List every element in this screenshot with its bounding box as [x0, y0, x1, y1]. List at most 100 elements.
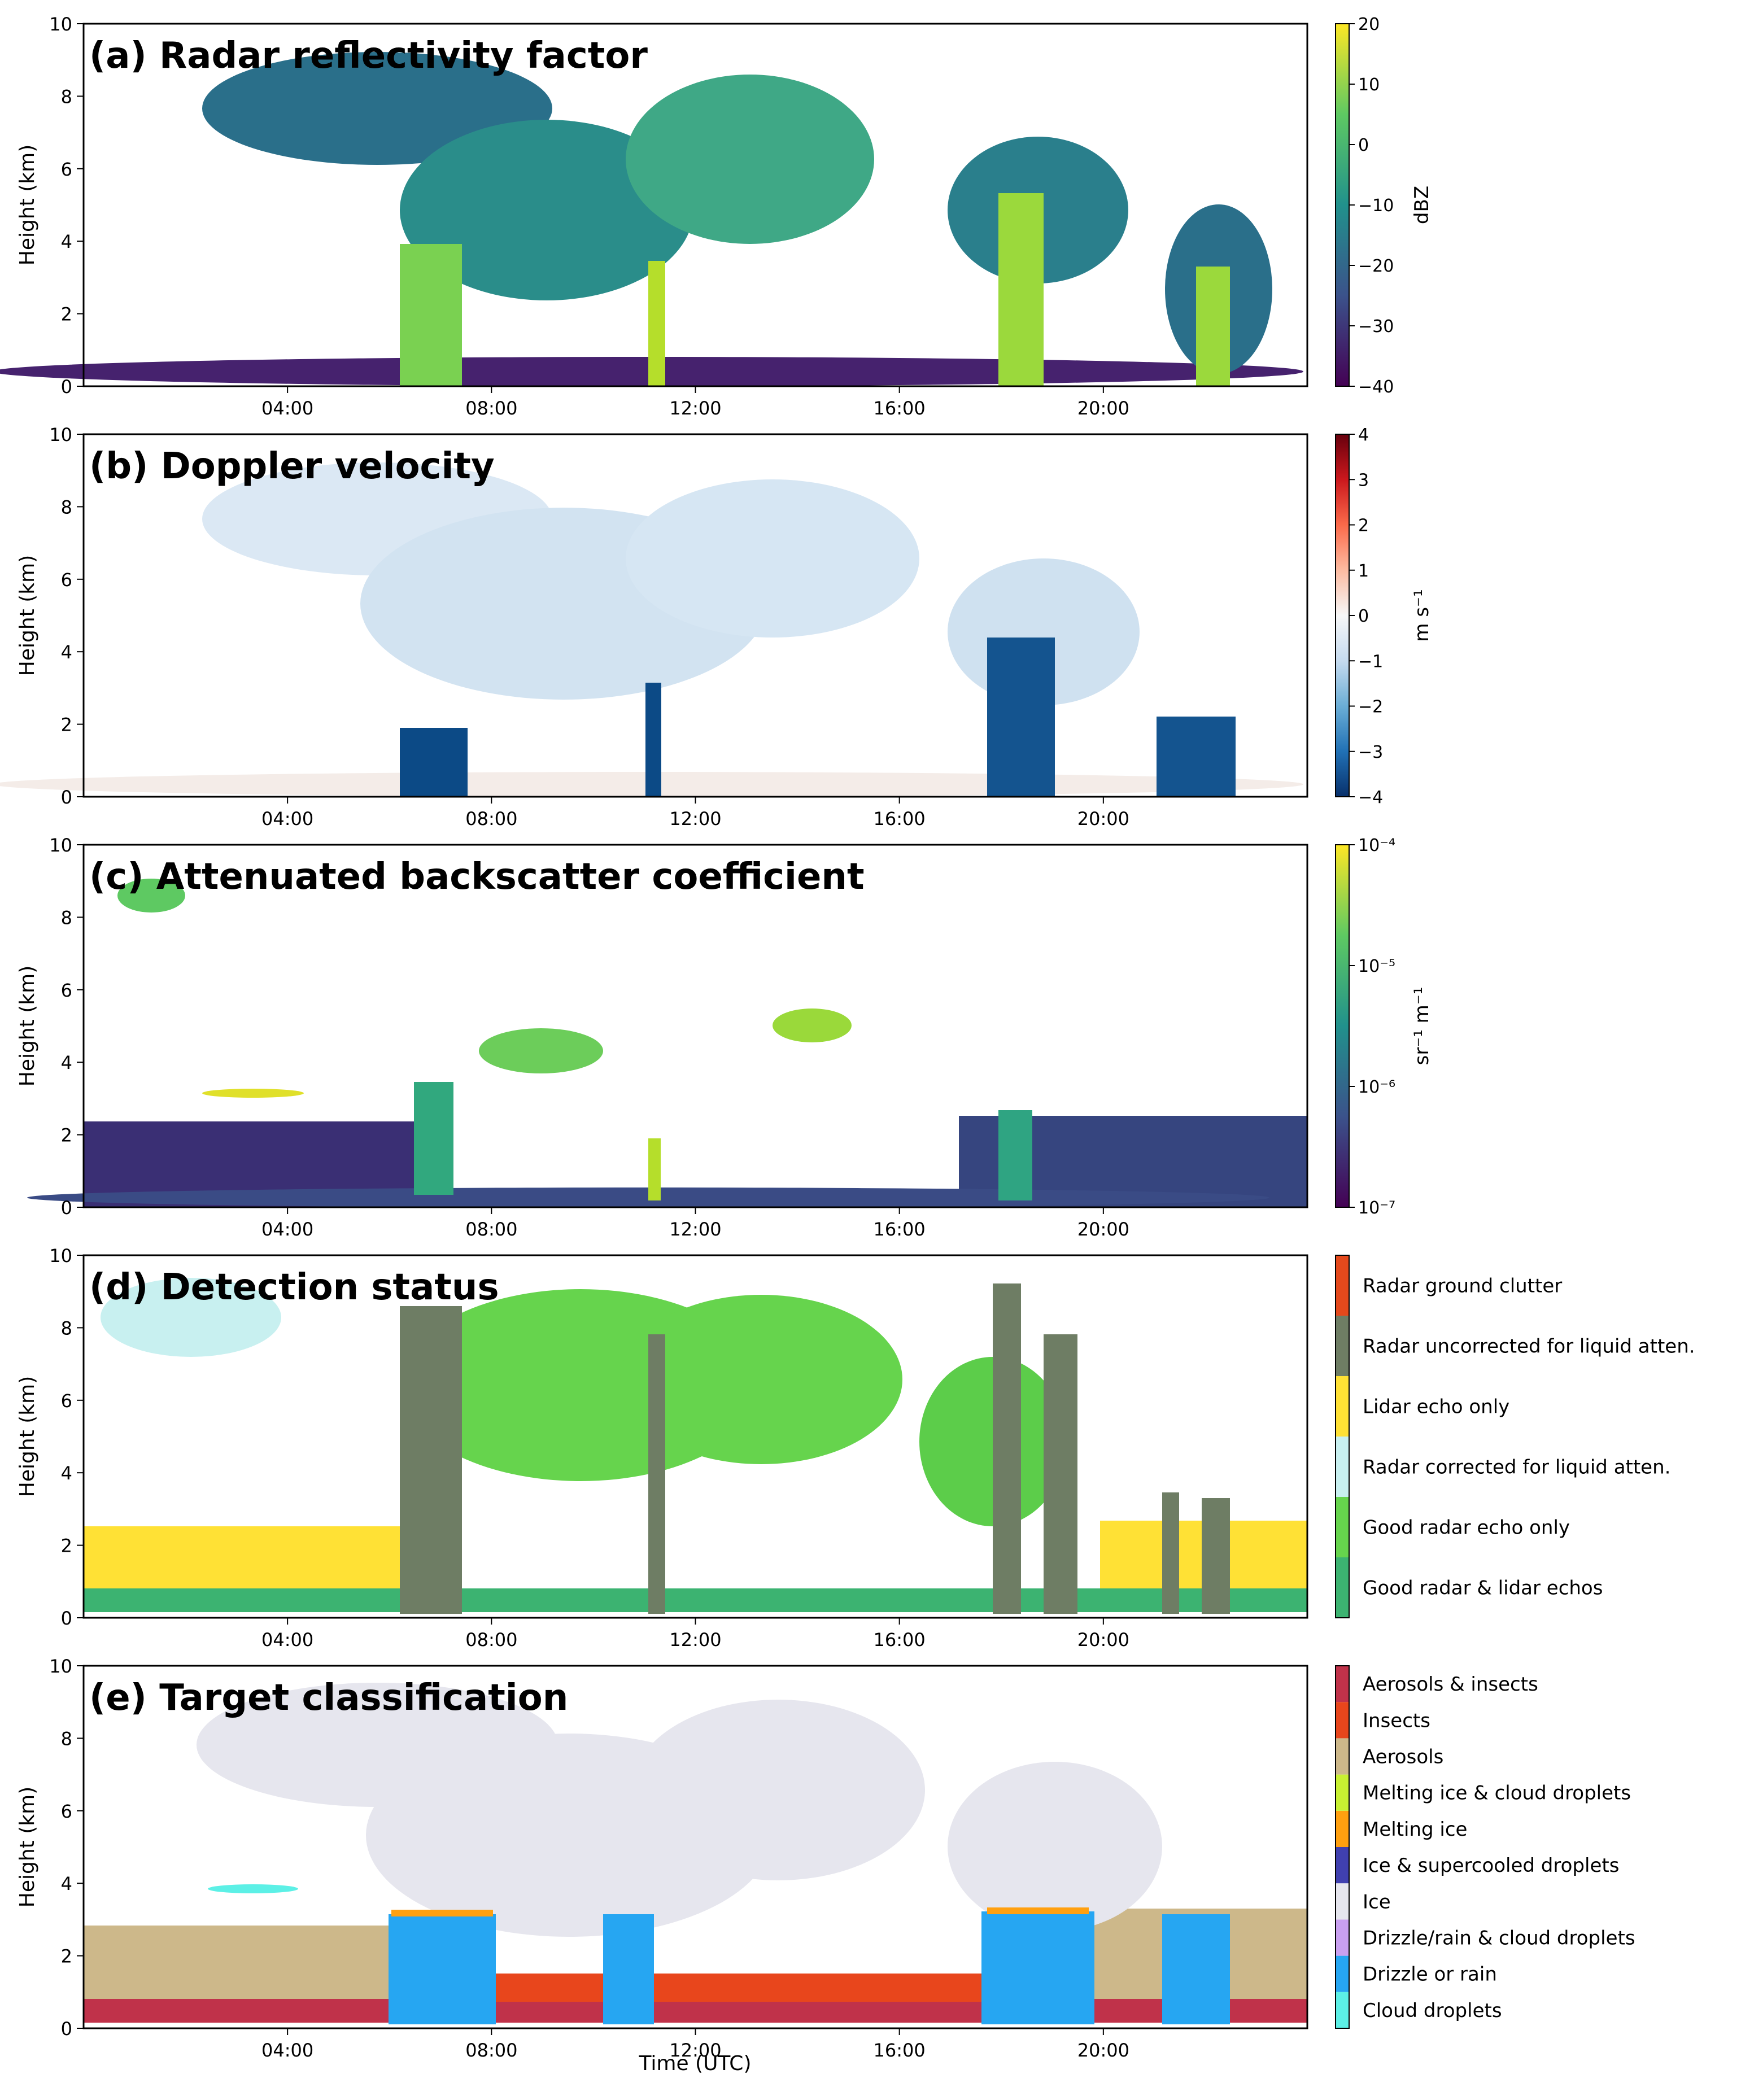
panel-e-y-tick-label: 2 [61, 1946, 72, 1967]
panel-d-y-tick-label: 4 [61, 1462, 72, 1484]
panel-e-y-tick-label: 6 [61, 1801, 72, 1822]
panel-e-insects [468, 1974, 1032, 2002]
panel-c-y-tick-label: 2 [61, 1125, 72, 1146]
panel-d-x-tick-label: 16:00 [874, 1629, 926, 1651]
panel-d-uncorrected-6 [1202, 1498, 1230, 1614]
panel-e-ice-right [948, 1762, 1162, 1931]
panel-b-colorbar-tick-label: 3 [1358, 470, 1369, 490]
panel-a-x-tick-label: 12:00 [669, 398, 721, 419]
panel-c-shaft-1 [414, 1082, 453, 1195]
panel-d-y-tick-label: 2 [61, 1535, 72, 1557]
panel-d-x-tick-label: 04:00 [261, 1629, 313, 1651]
panel-a-plot-area: 0 2 4 6 8 10 04:00 08:00 12:00 16:00 20:00 (a) Ra… [0, 14, 1308, 419]
panel-c-x-tick-label: 16:00 [874, 1219, 926, 1240]
panel-a-colorbar-tick-label: −10 [1358, 196, 1394, 216]
panel-a-colorbar-tick-label: −30 [1358, 317, 1394, 337]
panel-c-x-tick-label: 12:00 [669, 1219, 721, 1240]
panel-e-legend-swatch [1336, 1992, 1349, 2028]
panel-e-y-tick-label: 10 [49, 1656, 72, 1677]
panel-a-colorbar: −40 −30 −20 −10 0 10 20 dBZ [1335, 15, 1433, 397]
panel-b-colorbar-tick-label: −3 [1358, 743, 1383, 762]
panel-e-x-tick-label: 12:00 [669, 2040, 721, 2061]
panel-d-y-tick-label: 10 [49, 1245, 72, 1267]
panel-e-legend-label: Ice [1363, 1891, 1391, 1913]
panel-d-radar-only-center [620, 1295, 902, 1464]
panel-e-y-ticks: 0 2 4 6 8 10 [49, 1656, 84, 2040]
panel-e-legend-swatch [1336, 1919, 1349, 1956]
panel-d-uncorrected-2 [648, 1334, 665, 1614]
x-axis-label: Time (UTC) [638, 2052, 751, 2075]
panel-c-y-ticks: 0 2 4 6 8 10 [49, 835, 84, 1219]
panel-d-legend-label: Good radar & lidar echos [1363, 1577, 1603, 1600]
panel-e-legend-label: Drizzle/rain & cloud droplets [1363, 1927, 1635, 1950]
panel-c-y-tick-label: 10 [49, 835, 72, 856]
panel-e-y-tick-label: 8 [61, 1728, 72, 1749]
panel-a-cloud-center [626, 75, 874, 244]
panel-c-cloud-mid [479, 1028, 603, 1073]
panel-a-title: (a) Radar reflectivity factor [89, 35, 648, 77]
panel-e-y-tick-label: 0 [61, 2018, 72, 2040]
panel-b-x-tick-label: 04:00 [261, 808, 313, 829]
panel-d-legend-label: Radar corrected for liquid atten. [1363, 1456, 1670, 1479]
panel-e-melting-layer-2 [987, 1907, 1089, 1914]
panel-c-x-tick-label: 08:00 [465, 1219, 517, 1240]
panel-e-legend-swatch [1336, 1702, 1349, 1739]
panel-d-legend-frame [1335, 1255, 1350, 1618]
panel-a-precip-shaft-1 [400, 244, 462, 386]
panel-d-lidar-only-left [84, 1526, 422, 1600]
panel-d-y-ticks: 0 2 4 6 8 10 [49, 1245, 84, 1629]
panel-e-ice-center [631, 1700, 925, 1880]
panel-d-legend-label: Lidar echo only [1363, 1396, 1509, 1418]
panel-c-thin-layer [202, 1089, 304, 1098]
panel-b-colorbar-tick-label: 4 [1358, 425, 1369, 445]
panel-b-y-axis-label: Height (km) [16, 555, 39, 676]
panel-d-y-axis-label: Height (km) [16, 1376, 39, 1497]
panel-c-shaft-2 [648, 1138, 661, 1200]
panel-b-fall-shaft-4 [1157, 717, 1236, 797]
panel-d: 0 2 4 6 8 10 04:00 08:00 12:00 16:00 20:00 (d) De… [16, 1245, 1695, 1651]
panel-a-y-tick-label: 4 [61, 231, 72, 252]
panel-a-y-tick-label: 2 [61, 304, 72, 325]
panel-b-plot-area: 0 2 4 6 8 10 04:00 08:00 12:00 16:00 20:00 (b) Do… [0, 424, 1308, 829]
panel-c-y-tick-label: 8 [61, 907, 72, 928]
panel-c-colorbar-gradient [1335, 844, 1350, 1208]
panel-b-colorbar-tick-label: 2 [1358, 516, 1369, 536]
panel-a-precip-shaft-2 [648, 261, 665, 386]
panel-c-y-axis-label: Height (km) [16, 966, 39, 1086]
panel-e-legend-label: Insects [1363, 1709, 1430, 1732]
panel-c-colorbar-tick-label: 10⁻⁵ [1358, 957, 1395, 976]
panel-d-data-field [84, 1278, 1307, 1614]
panel-c-cloud-high [773, 1008, 852, 1042]
panel-e-x-tick-label: 20:00 [1077, 2040, 1129, 2061]
panel-c-shaft-3 [998, 1110, 1032, 1200]
panel-d-legend-label: Good radar echo only [1363, 1517, 1570, 1539]
panel-d-legend-swatch [1336, 1437, 1349, 1497]
panel-d-uncorrected-5 [1162, 1492, 1179, 1614]
panel-c-title: (c) Attenuated backscatter coefficient [89, 856, 865, 898]
panel-b-fall-shaft-3 [987, 638, 1055, 797]
panel-d-legend-swatch [1336, 1497, 1349, 1557]
panel-e-legend-label: Cloud droplets [1363, 1999, 1502, 2022]
panel-d-colorbar: Good radar & lidar echos Good radar echo … [1335, 1255, 1695, 1618]
panel-e: 0 2 4 6 8 10 04:00 08:00 12:00 16:00 20:00 (e) Ta… [16, 1656, 1635, 2075]
panel-e-aerosol-insects [84, 1999, 1307, 2023]
panel-b-y-tick-label: 2 [61, 714, 72, 736]
panel-e-y-tick-label: 4 [61, 1873, 72, 1894]
panel-b-x-tick-label: 08:00 [465, 808, 517, 829]
panel-a-cloud-main [400, 120, 693, 300]
panel-d-plot-area: 0 2 4 6 8 10 04:00 08:00 12:00 16:00 20:00 (d) De… [16, 1245, 1308, 1651]
panel-b-colorbar-gradient [1335, 434, 1350, 797]
panel-a-colorbar-label: dBZ [1411, 186, 1433, 224]
panel-d-x-tick-label: 08:00 [465, 1629, 517, 1651]
panel-b-velocity-center [626, 479, 919, 638]
panel-d-y-tick-label: 6 [61, 1390, 72, 1412]
panel-c-colorbar-tick-label: 10⁻⁶ [1358, 1077, 1395, 1097]
panel-a-precip-shaft-4 [1196, 267, 1230, 386]
panel-e-legend-swatch [1336, 1883, 1349, 1920]
panel-e-melting-layer-1 [391, 1910, 493, 1916]
panel-b-colorbar-tick-label: −4 [1358, 788, 1383, 807]
panel-c-data-field [27, 879, 1307, 1208]
panel-d-x-tick-label: 20:00 [1077, 1629, 1129, 1651]
panel-b-data-field [0, 462, 1303, 797]
